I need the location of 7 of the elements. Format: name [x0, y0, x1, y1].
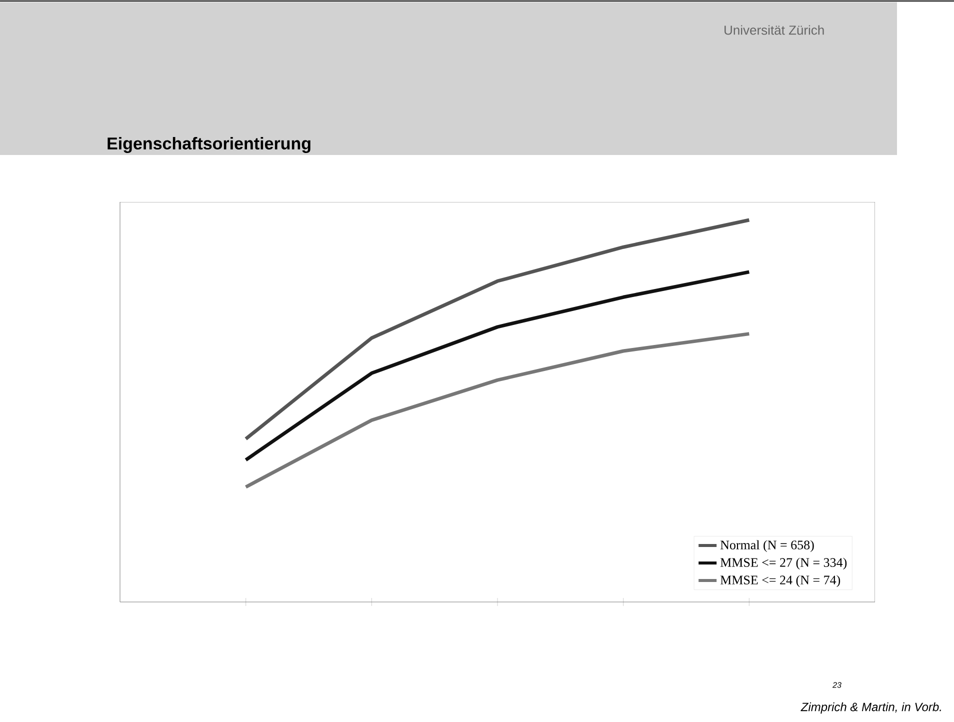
- legend-label: MMSE <= 27 (N = 334): [720, 558, 847, 570]
- text: Zimprich & Martin, in Vorb.: [800, 702, 941, 714]
- legend-label: MMSE <= 24 (N = 74): [720, 575, 840, 588]
- legend-label: Normal (N = 658): [720, 540, 814, 552]
- text: Universität Zürich: [724, 25, 824, 35]
- chart-title: Eigenschaftsorientierung: [108, 137, 310, 153]
- text: 23: [832, 682, 842, 688]
